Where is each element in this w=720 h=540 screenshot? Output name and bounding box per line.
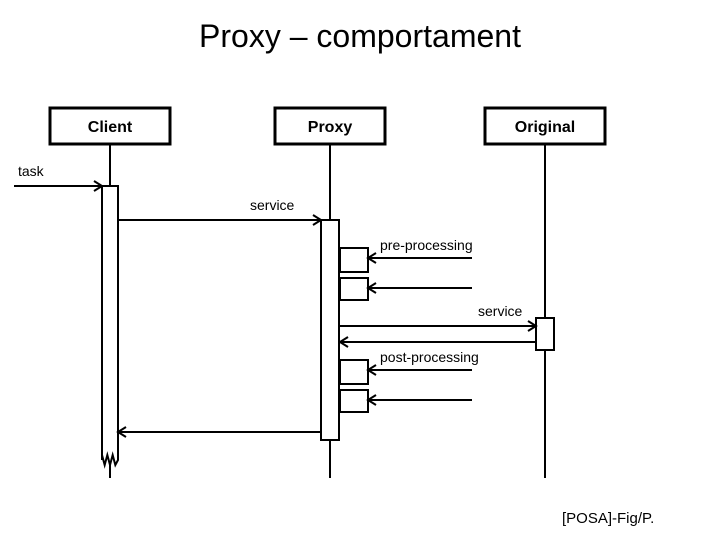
- svg-text:pre-processing: pre-processing: [380, 237, 473, 253]
- svg-text:task: task: [18, 163, 45, 179]
- svg-text:Proxy: Proxy: [308, 119, 353, 136]
- svg-text:service: service: [478, 303, 523, 319]
- svg-text:Client: Client: [88, 119, 133, 136]
- svg-text:post-processing: post-processing: [380, 349, 479, 365]
- sequence-diagram: Client Proxy Original task service pre-proces…: [0, 0, 720, 540]
- svg-text:Original: Original: [515, 119, 575, 136]
- svg-text:service: service: [250, 197, 295, 213]
